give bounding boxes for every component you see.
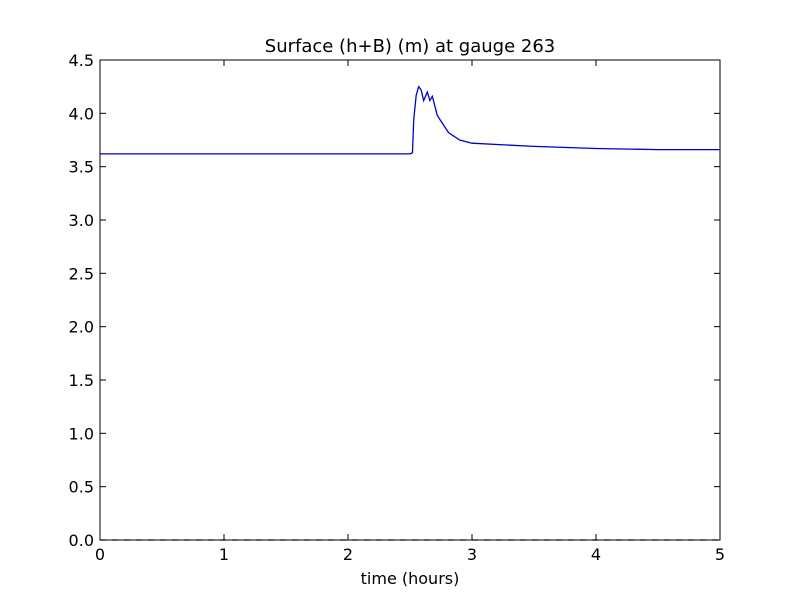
y-tick-label: 3.5 — [69, 158, 94, 177]
y-tick-label: 0.0 — [69, 531, 94, 550]
y-tick-label: 3.0 — [69, 211, 94, 230]
y-tick-label: 0.5 — [69, 478, 94, 497]
x-tick-label: 4 — [591, 545, 601, 564]
y-tick-label: 2.0 — [69, 318, 94, 337]
data-line — [100, 85, 720, 155]
x-tick-label: 0 — [95, 545, 105, 564]
x-tick-label: 5 — [715, 545, 725, 564]
x-axis-label: time (hours) — [361, 569, 460, 588]
x-tick-label: 1 — [219, 545, 229, 564]
y-tick-label: 2.5 — [69, 264, 94, 283]
y-tick-label: 4.0 — [69, 104, 94, 123]
chart-title: Surface (h+B) (m) at gauge 263 — [265, 36, 555, 57]
y-tick-label: 4.5 — [69, 51, 94, 70]
x-tick-label: 2 — [343, 545, 353, 564]
plot-frame — [99, 59, 721, 541]
y-tick-label: 1.0 — [69, 424, 94, 443]
x-tick-label: 3 — [467, 545, 477, 564]
y-tick-label: 1.5 — [69, 371, 94, 390]
